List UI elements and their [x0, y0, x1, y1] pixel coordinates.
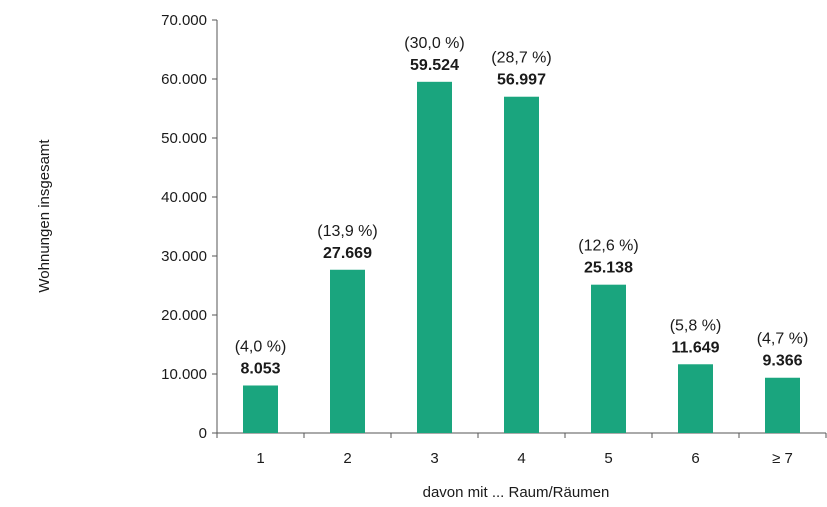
- bar: [243, 385, 278, 433]
- bar-percent-label: (30,0 %): [404, 35, 464, 52]
- bar-percent-label: (4,7 %): [757, 331, 809, 348]
- bar-value-label: 9.366: [762, 353, 802, 370]
- bar-percent-label: (5,8 %): [670, 317, 722, 334]
- bar: [504, 96, 539, 433]
- y-tick-label: 60.000: [161, 71, 207, 88]
- x-tick-label: 4: [517, 450, 525, 467]
- bar-value-label: 56.997: [497, 72, 546, 89]
- y-tick-label: 40.000: [161, 189, 207, 206]
- bar-percent-label: (28,7 %): [491, 50, 551, 67]
- bar-percent-label: (4,0 %): [235, 338, 287, 355]
- bar: [330, 269, 365, 433]
- y-tick-label: 50.000: [161, 130, 207, 147]
- bar: [765, 377, 800, 433]
- bar: [678, 364, 713, 433]
- bar: [591, 284, 626, 433]
- y-tick-label: 70.000: [161, 12, 207, 29]
- y-tick-label: 30.000: [161, 248, 207, 265]
- x-tick-label: 2: [343, 450, 351, 467]
- bar-percent-label: (13,9 %): [317, 223, 377, 240]
- y-tick-label: 20.000: [161, 307, 207, 324]
- bar-percent-label: (12,6 %): [578, 238, 638, 255]
- y-tick-label: 0: [199, 425, 207, 442]
- y-tick-label: 10.000: [161, 366, 207, 383]
- bar: [417, 81, 452, 433]
- x-tick-label: ≥ 7: [772, 450, 793, 467]
- x-tick-label: 1: [256, 450, 264, 467]
- bar-value-label: 8.053: [240, 360, 280, 377]
- bar-value-label: 25.138: [584, 260, 633, 277]
- x-tick-label: 3: [430, 450, 438, 467]
- bar-value-label: 27.669: [323, 245, 372, 262]
- x-axis-title: davon mit ... Raum/Räumen: [423, 484, 610, 501]
- bar-value-label: 11.649: [671, 339, 719, 356]
- x-tick-label: 6: [691, 450, 699, 467]
- x-tick-label: 5: [604, 450, 612, 467]
- y-axis-title: Wohnungen insgesamt: [36, 139, 53, 293]
- bar-value-label: 59.524: [410, 57, 459, 74]
